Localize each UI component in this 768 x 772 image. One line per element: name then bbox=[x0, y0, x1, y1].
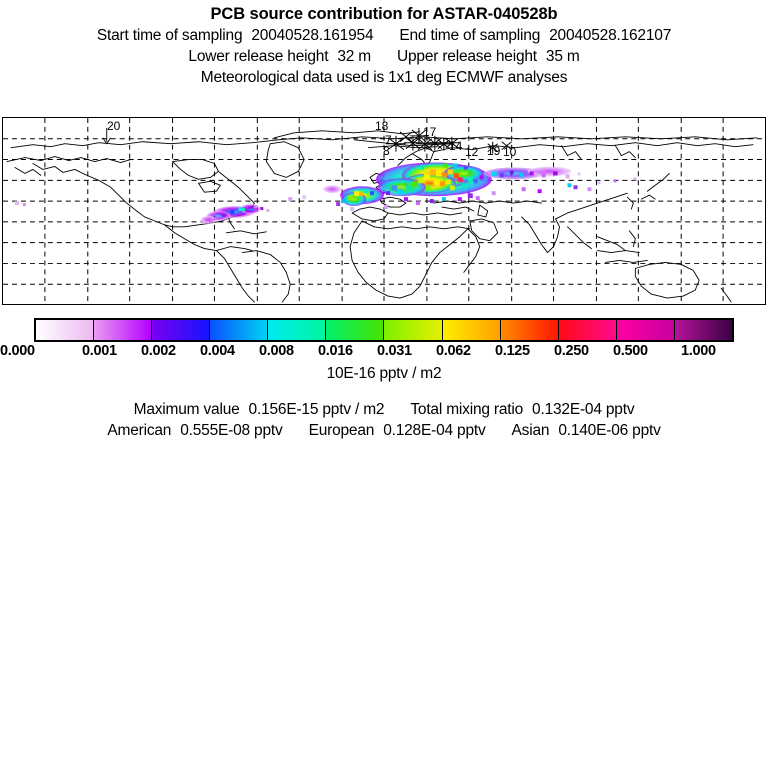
european-value: 0.128E-04 pptv bbox=[383, 422, 486, 439]
colorbar-tick-3: 0.004 bbox=[200, 343, 235, 359]
european-label: European bbox=[308, 422, 375, 439]
start-time-value: 20040528.161954 bbox=[251, 27, 374, 44]
end-time-value: 20040528.162107 bbox=[549, 27, 672, 44]
colorbar-segment-2 bbox=[152, 320, 211, 340]
colorbar-tick-8: 0.125 bbox=[495, 343, 530, 359]
colorbar-tick-labels: 0.000 0.001 0.002 0.004 0.008 0.016 0.03… bbox=[0, 343, 768, 361]
concentration-plume bbox=[14, 162, 637, 224]
colorbar-tick-0: 0.000 bbox=[0, 343, 35, 359]
american-label: American bbox=[107, 422, 172, 439]
trajectory-label-10: 10 bbox=[503, 145, 517, 159]
plume-scattered bbox=[14, 177, 637, 211]
colorbar-tick-10: 0.500 bbox=[613, 343, 648, 359]
colorbar-segment-5 bbox=[326, 320, 385, 340]
asian-label: Asian bbox=[511, 422, 550, 439]
maximum-value-label: Maximum value bbox=[133, 401, 240, 418]
trajectory-label-12: 12 bbox=[465, 145, 479, 159]
colorbar-tick-1: 0.001 bbox=[82, 343, 117, 359]
american-value: 0.555E-08 pptv bbox=[180, 422, 283, 439]
asian-value: 0.140E-06 pptv bbox=[558, 422, 661, 439]
colorbar-tick-2: 0.002 bbox=[141, 343, 176, 359]
colorbar-segment-1 bbox=[94, 320, 153, 340]
colorbar-tick-7: 0.062 bbox=[436, 343, 471, 359]
colorbar-segment-4 bbox=[268, 320, 327, 340]
colorbar-segment-8 bbox=[500, 320, 559, 340]
coastlines bbox=[6, 130, 758, 303]
colorbar bbox=[34, 318, 734, 342]
trajectory-markers bbox=[102, 127, 512, 154]
colorbar-segment-11 bbox=[674, 320, 732, 340]
colorbar-tick-9: 0.250 bbox=[554, 343, 589, 359]
colorbar-segment-6 bbox=[384, 320, 443, 340]
colorbar-segment-0 bbox=[36, 320, 95, 340]
map-canvas[interactable]: 20 18 17 7 8 14 12 19 10 bbox=[3, 118, 765, 304]
trajectory-label-8: 8 bbox=[383, 144, 390, 158]
trajectory-label-19: 19 bbox=[487, 144, 501, 158]
colorbar-tick-4: 0.008 bbox=[259, 343, 294, 359]
start-time-label: Start time of sampling bbox=[96, 27, 243, 44]
stats-line-sources: American 0.555E-08 pptv European 0.128E-04 … bbox=[0, 420, 768, 441]
upper-release-height-label: Upper release height bbox=[397, 48, 537, 65]
plume-atlantic bbox=[323, 185, 384, 207]
colorbar-segment-9 bbox=[558, 320, 617, 340]
sampling-time-line: Start time of sampling 20040528.161954 End… bbox=[0, 25, 768, 46]
trajectory-label-18: 18 bbox=[375, 119, 389, 133]
trajectory-label-20: 20 bbox=[107, 119, 121, 133]
lower-release-height-value: 32 m bbox=[337, 48, 371, 65]
maximum-value: 0.156E-15 pptv / m2 bbox=[248, 401, 385, 418]
trajectory-label-17: 17 bbox=[423, 125, 437, 139]
world-map-svg bbox=[3, 118, 765, 304]
lower-release-height-label: Lower release height bbox=[188, 48, 329, 65]
stats-line-primary: Maximum value 0.156E-15 pptv / m2 Total mi… bbox=[0, 399, 768, 420]
trajectory-label-14: 14 bbox=[449, 139, 463, 153]
colorbar-tick-11: 1.000 bbox=[681, 343, 716, 359]
upper-release-height-value: 35 m bbox=[545, 48, 580, 65]
colorbar-unit-label: 10E-16 pptv / m2 bbox=[326, 365, 442, 382]
meteorological-data-line: Meteorological data used is 1x1 deg ECMW… bbox=[200, 69, 568, 86]
page-title: PCB source contribution for ASTAR-040528… bbox=[210, 5, 558, 23]
total-mixing-ratio-label: Total mixing ratio bbox=[410, 401, 524, 418]
header: PCB source contribution for ASTAR-040528… bbox=[0, 4, 768, 88]
statistics-panel: Maximum value 0.156E-15 pptv / m2 Total mi… bbox=[0, 399, 768, 441]
colorbar-segment-3 bbox=[210, 320, 269, 340]
colorbar-segment-10 bbox=[616, 320, 675, 340]
plume-east-tail bbox=[483, 166, 581, 180]
plume-european bbox=[376, 162, 492, 197]
release-height-line: Lower release height 32 m Upper release he… bbox=[0, 46, 768, 67]
map-gridlines bbox=[3, 118, 765, 304]
plume-american bbox=[200, 204, 270, 224]
map-panel[interactable]: 20 18 17 7 8 14 12 19 10 bbox=[2, 117, 766, 305]
colorbar-segment-7 bbox=[442, 320, 501, 340]
total-mixing-ratio-value: 0.132E-04 pptv bbox=[532, 401, 635, 418]
trajectory-label-7: 7 bbox=[385, 133, 392, 147]
colorbar-tick-5: 0.016 bbox=[318, 343, 353, 359]
end-time-label: End time of sampling bbox=[399, 27, 541, 44]
colorbar-tick-6: 0.031 bbox=[377, 343, 412, 359]
